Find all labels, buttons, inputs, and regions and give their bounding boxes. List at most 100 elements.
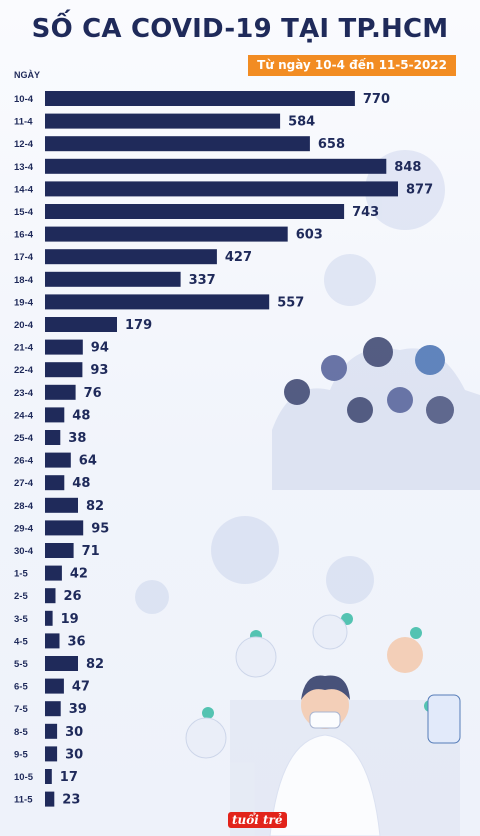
value-label: 64 (79, 454, 97, 469)
person-head (415, 345, 445, 375)
bar (45, 520, 84, 536)
virus-illustrations (135, 150, 445, 614)
category-label: 28-4 (14, 501, 34, 512)
category-label: 27-4 (14, 478, 34, 489)
checkmark-icon (202, 707, 214, 719)
value-label: 94 (91, 341, 109, 356)
bar (45, 294, 270, 310)
bar (45, 497, 78, 513)
category-label: 1-5 (14, 569, 28, 580)
value-label: 48 (72, 476, 90, 491)
value-label: 48 (72, 408, 90, 423)
bar (45, 249, 217, 265)
category-label: 21-4 (14, 343, 34, 354)
people-badge-icon (185, 717, 227, 759)
value-label: 71 (82, 544, 100, 559)
value-label: 603 (296, 228, 323, 243)
chart-subtitle: Từ ngày 10-4 đến 11-5-2022 (248, 55, 456, 76)
category-label: 3-5 (14, 614, 28, 625)
category-label: 19-4 (14, 297, 34, 308)
value-label: 42 (70, 567, 88, 582)
bar (45, 452, 71, 468)
value-label: 19 (61, 612, 79, 627)
bar (45, 113, 281, 129)
bar (45, 91, 355, 106)
bar (45, 746, 58, 762)
value-label: 743 (352, 205, 379, 220)
person-head (284, 379, 310, 405)
bars-group: 10-4 770 11-4 584 12-4 658 13-4 848 14-4 877 15-4 7… (14, 91, 433, 808)
bar (45, 181, 398, 197)
category-label: 30-4 (14, 546, 34, 557)
bar (45, 339, 83, 355)
value-label: 23 (62, 793, 80, 808)
category-label: 16-4 (14, 230, 34, 241)
bar (45, 271, 181, 287)
bar (45, 136, 310, 152)
hands-icon (387, 637, 423, 673)
category-label: 15-4 (14, 207, 34, 218)
person-head (363, 337, 393, 367)
virus-icon (211, 516, 279, 584)
category-label: 9-5 (14, 749, 28, 760)
value-label: 95 (91, 521, 109, 536)
value-label: 557 (277, 295, 304, 310)
category-label: 11-5 (14, 795, 33, 806)
virus-icon (326, 556, 374, 604)
category-label: 2-5 (14, 591, 28, 602)
value-label: 36 (68, 634, 86, 649)
value-label: 26 (64, 589, 82, 604)
category-label: 26-4 (14, 456, 34, 467)
bar (45, 633, 60, 649)
value-label: 82 (86, 499, 104, 514)
value-label: 17 (60, 770, 78, 785)
virus-icon (324, 254, 376, 306)
bar (45, 226, 288, 242)
bar (45, 723, 58, 739)
doctor-body (269, 734, 381, 836)
category-label: 14-4 (14, 184, 34, 195)
person-head (321, 355, 347, 381)
value-label: 30 (65, 725, 83, 740)
person-head (426, 396, 454, 424)
category-label: 17-4 (14, 252, 34, 263)
category-label: 29-4 (14, 523, 34, 534)
category-label: 8-5 (14, 727, 28, 738)
doctor-hair (301, 675, 350, 700)
value-label: 93 (90, 363, 108, 378)
category-label: 25-4 (14, 433, 34, 444)
bar (45, 204, 345, 219)
bar (45, 610, 53, 626)
category-label: 6-5 (14, 682, 28, 693)
value-label: 337 (189, 273, 216, 288)
category-label: 4-5 (14, 636, 28, 647)
phone-icon (427, 694, 461, 744)
person-head (387, 387, 413, 413)
value-label: 30 (65, 747, 83, 762)
face-mask (309, 711, 341, 729)
value-label: 82 (86, 657, 104, 672)
people-illustration (272, 337, 480, 490)
category-label: 23-4 (14, 388, 34, 399)
people-badge-icon (235, 636, 277, 678)
value-label: 770 (363, 92, 390, 107)
category-label: 10-5 (14, 772, 34, 783)
person-head (347, 397, 373, 423)
bar (45, 407, 65, 423)
category-label: 7-5 (14, 704, 28, 715)
bar (45, 769, 52, 784)
crowd-silhouette (272, 348, 480, 490)
tuoi-tre-logo: tuổi trẻ (228, 812, 287, 828)
bar (45, 565, 62, 581)
value-label: 47 (72, 680, 90, 695)
value-label: 658 (318, 137, 345, 152)
bar (45, 588, 56, 604)
category-label: 10-4 (14, 94, 34, 105)
bar (45, 475, 65, 491)
value-label: 848 (394, 160, 421, 175)
category-label: 12-4 (14, 139, 34, 150)
value-label: 584 (288, 115, 315, 130)
bar (45, 362, 83, 378)
category-label: 18-4 (14, 275, 34, 286)
bar (45, 701, 61, 717)
